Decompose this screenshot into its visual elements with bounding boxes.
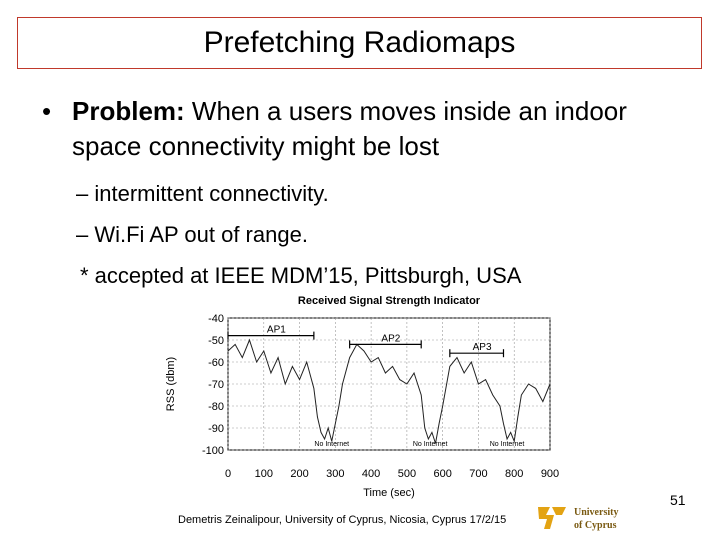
university-logo: University of Cyprus bbox=[538, 507, 618, 531]
y-tick-label: -40 bbox=[208, 313, 224, 325]
y-axis-label: RSS (dbm) bbox=[165, 357, 177, 411]
footer-text: Demetris Zeinalipour, University of Cypr… bbox=[178, 514, 507, 526]
bullet-text: Problem: When a users moves inside an in… bbox=[72, 94, 672, 164]
no-internet-label: No Internet bbox=[413, 441, 448, 448]
x-tick-label: 700 bbox=[469, 468, 487, 480]
x-tick-label: 800 bbox=[505, 468, 523, 480]
x-tick-label: 300 bbox=[326, 468, 344, 480]
x-tick-label: 0 bbox=[225, 468, 231, 480]
rss-series-line bbox=[227, 338, 551, 444]
bullet-body: When a users moves inside an indoor spac… bbox=[72, 96, 627, 161]
no-internet-label: No Internet bbox=[314, 441, 349, 448]
y-tick-label: -60 bbox=[208, 357, 224, 369]
x-axis-label: Time (sec) bbox=[363, 487, 415, 499]
rss-chart-svg: Received Signal Strength Indicator 0 100 20… bbox=[165, 295, 559, 499]
logo-mark-icon bbox=[538, 507, 566, 529]
x-tick-label: 200 bbox=[290, 468, 308, 480]
x-tick-label: 400 bbox=[362, 468, 380, 480]
page-number: 51 bbox=[670, 492, 686, 508]
bullet-marker: • bbox=[42, 96, 52, 126]
x-tick-label: 100 bbox=[255, 468, 273, 480]
ap-label: AP2 bbox=[381, 333, 400, 344]
bullet-bold: Problem: bbox=[72, 96, 185, 126]
y-tick-label: -70 bbox=[208, 379, 224, 391]
x-tick-label: 600 bbox=[433, 468, 451, 480]
ap-label: AP1 bbox=[267, 325, 286, 336]
logo-text-1: University bbox=[574, 507, 618, 518]
y-tick-label: -80 bbox=[208, 401, 224, 413]
subbullet-2: – Wi.Fi AP out of range. bbox=[76, 222, 308, 247]
subbullet-3: * accepted at IEEE MDM’15, Pittsburgh, U… bbox=[80, 263, 522, 288]
y-tick-label: -100 bbox=[202, 445, 224, 457]
x-tick-label: 900 bbox=[541, 468, 559, 480]
y-tick-label: -50 bbox=[208, 335, 224, 347]
ap-label: AP3 bbox=[473, 342, 492, 353]
logo-text-2: of Cyprus bbox=[574, 520, 617, 531]
subbullet-1: – intermittent connectivity. bbox=[76, 181, 329, 206]
rss-chart: Received Signal Strength Indicator 0 100 20… bbox=[160, 290, 570, 500]
slide-title: Prefetching Radiomaps bbox=[17, 17, 702, 69]
x-tick-label: 500 bbox=[398, 468, 416, 480]
y-tick-label: -90 bbox=[208, 423, 224, 435]
chart-title: Received Signal Strength Indicator bbox=[298, 295, 481, 307]
no-internet-label: No Internet bbox=[490, 441, 525, 448]
